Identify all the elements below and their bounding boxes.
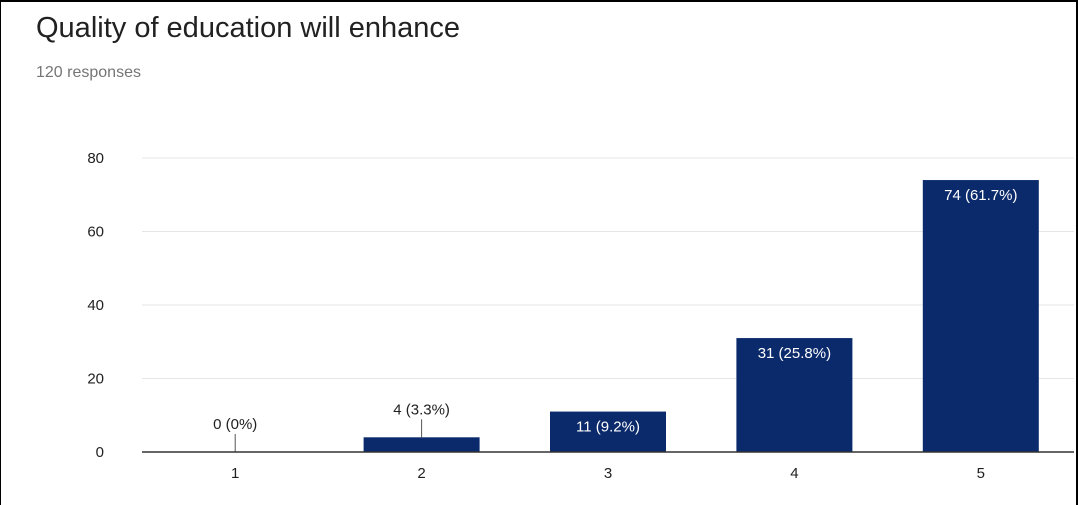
bar-value-label: 4 (3.3%): [393, 401, 450, 418]
y-tick-label: 40: [87, 297, 104, 314]
y-tick-label: 60: [87, 224, 104, 241]
question-title: Quality of education will enhance: [36, 12, 460, 44]
bar: [363, 437, 480, 452]
bar: [550, 411, 666, 452]
frame-border-left: [0, 0, 1, 505]
y-tick-label: 20: [87, 371, 104, 388]
bar-value-label: 31 (25.8%): [758, 345, 831, 362]
bar: [736, 338, 853, 452]
bar-value-label: 74 (61.7%): [944, 187, 1017, 204]
y-tick-label: 80: [87, 150, 104, 167]
frame-border-right: [1076, 0, 1078, 505]
x-tick-label: 3: [604, 465, 612, 482]
bar-value-label: 0 (0%): [213, 416, 257, 433]
response-count: 120 responses: [36, 64, 141, 81]
bar-value-label: 11 (9.2%): [576, 419, 640, 436]
y-tick-label: 0: [96, 444, 104, 461]
x-tick-label: 4: [790, 465, 798, 482]
x-tick-label: 5: [977, 465, 985, 482]
x-tick-label: 1: [231, 465, 239, 482]
x-tick-label: 2: [417, 465, 425, 482]
bar: [922, 180, 1039, 453]
frame-border-top: [0, 0, 1078, 2]
